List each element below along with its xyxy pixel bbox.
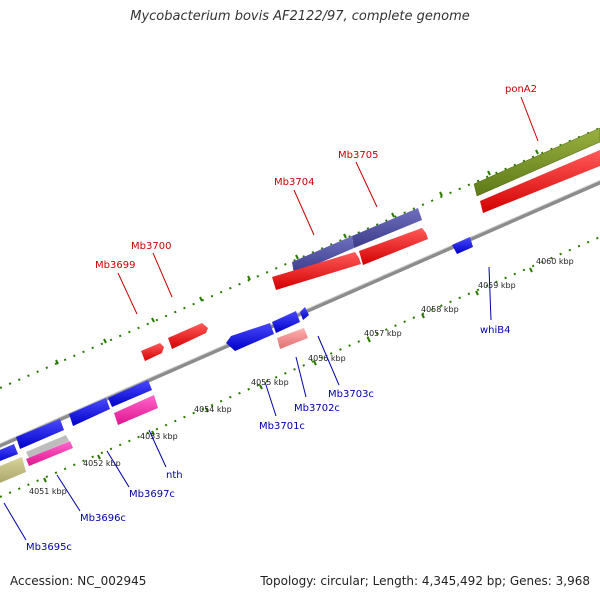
gene-label-Mb3695c[interactable]: Mb3695c <box>26 542 72 553</box>
kbp-label: 4060 kbp <box>536 257 574 266</box>
map-title: Mycobacterium bovis AF2122/97, complete … <box>130 9 470 24</box>
kbp-label: 4053 kbp <box>140 432 178 441</box>
accession-text: Accession: NC_002945 <box>10 574 147 588</box>
reverse-leaders <box>3 266 492 541</box>
gene-label-ponA2[interactable]: ponA2 <box>505 84 537 95</box>
gene-label-Mb3703c[interactable]: Mb3703c <box>328 389 374 400</box>
forward-genes <box>141 127 600 361</box>
gene-whiB4[interactable] <box>452 237 473 254</box>
gene-label-Mb3699[interactable]: Mb3699 <box>95 260 135 271</box>
gene-nth[interactable] <box>114 395 158 425</box>
genome-info-text: Topology: circular; Length: 4,345,492 bp… <box>260 574 590 588</box>
gene-blue-c[interactable] <box>16 419 64 449</box>
kbp-label: 4059 kbp <box>478 281 516 290</box>
kbp-label: 4052 kbp <box>83 459 121 468</box>
gene-gray[interactable] <box>26 435 69 458</box>
kbp-label: 4051 kbp <box>29 487 67 496</box>
gene-blue-b[interactable] <box>69 398 110 426</box>
forward-tick-line <box>0 127 600 389</box>
kbp-label: 4056 kbp <box>308 354 346 363</box>
gene-Mb3703c[interactable] <box>300 307 309 320</box>
gene-Mb3700[interactable] <box>168 323 208 349</box>
gene-Mb3695c[interactable] <box>0 457 26 485</box>
kbp-label: 4058 kbp <box>421 305 459 314</box>
gene-ponA2[interactable] <box>480 150 600 213</box>
kbp-label: 4057 kbp <box>364 329 402 338</box>
gene-Mb3704[interactable] <box>272 252 361 290</box>
gene-label-Mb3705[interactable]: Mb3705 <box>338 150 378 161</box>
gene-label-Mb3701c[interactable]: Mb3701c <box>259 421 305 432</box>
gene-blue-d[interactable] <box>0 444 18 463</box>
gene-label-whiB4[interactable]: whiB4 <box>480 325 511 336</box>
gene-Mb3701c[interactable] <box>226 323 274 351</box>
gene-Mb3699[interactable] <box>141 343 164 361</box>
gene-Mb3702c[interactable] <box>272 311 300 333</box>
gene-Mb3696c[interactable] <box>26 441 73 466</box>
gene-label-Mb3696c[interactable]: Mb3696c <box>80 513 126 524</box>
gene-label-nth[interactable]: nth <box>166 470 183 481</box>
reverse-major-ticks <box>43 267 533 483</box>
gene-purple-2[interactable] <box>352 208 422 248</box>
gene-label-Mb3704[interactable]: Mb3704 <box>274 177 314 188</box>
gene-Mb3705[interactable] <box>359 228 428 265</box>
gene-blue-a[interactable] <box>108 380 152 407</box>
forward-leaders <box>117 96 539 315</box>
kbp-label: 4055 kbp <box>251 378 289 387</box>
gene-label-Mb3697c[interactable]: Mb3697c <box>129 489 175 500</box>
forward-major-ticks <box>55 149 539 365</box>
reverse-genes <box>0 237 473 485</box>
gene-label-Mb3700[interactable]: Mb3700 <box>131 241 171 252</box>
gene-label-Mb3702c[interactable]: Mb3702c <box>294 403 340 414</box>
gene-lightpink[interactable] <box>277 328 308 349</box>
gene-purple-1[interactable] <box>292 236 354 274</box>
gene-olive[interactable] <box>473 127 600 197</box>
kbp-label: 4054 kbp <box>194 405 232 414</box>
